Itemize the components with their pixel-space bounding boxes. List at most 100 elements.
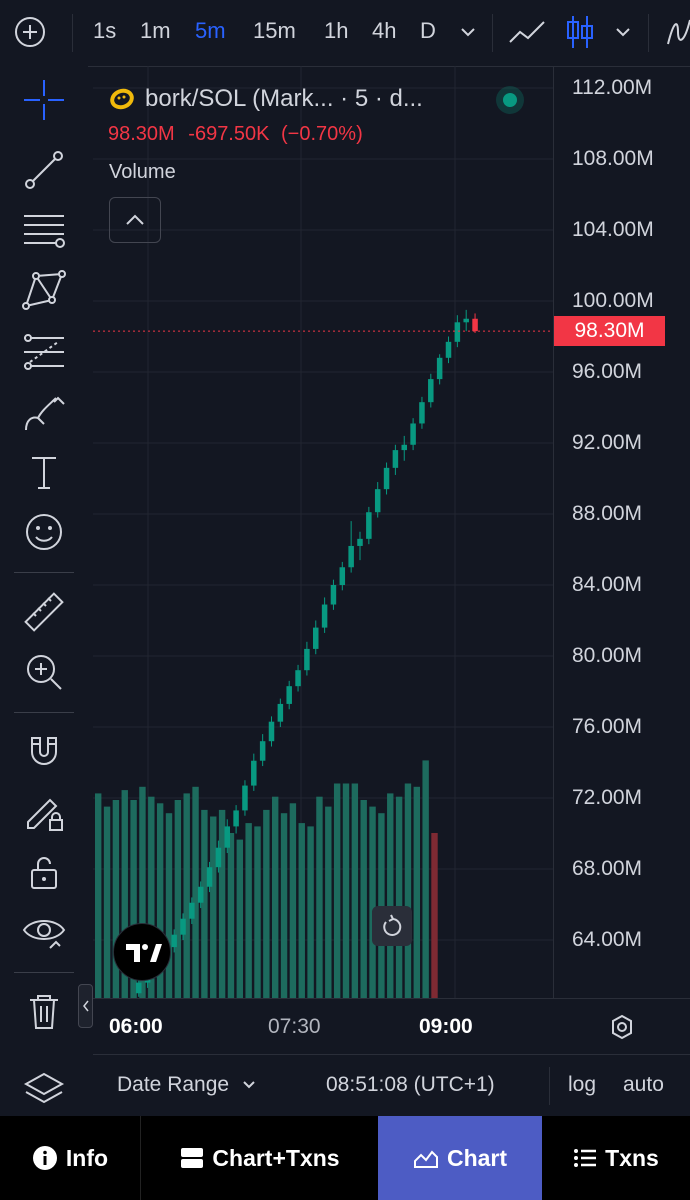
hide-drawings-icon[interactable] <box>20 908 68 956</box>
price-axis-label: 88.00M <box>572 502 643 525</box>
crosshair-icon[interactable] <box>20 76 68 124</box>
volume-bar <box>112 800 120 998</box>
indicators-icon[interactable] <box>664 16 690 48</box>
line-chart-icon[interactable] <box>508 16 548 48</box>
volume-bar <box>272 796 279 998</box>
info-icon <box>32 1146 57 1170</box>
nav-chart-button[interactable]: Chart <box>378 1116 542 1200</box>
timeframe-1h[interactable]: 1h <box>324 18 349 43</box>
candle <box>189 897 195 925</box>
fib-retracement-icon[interactable] <box>20 206 68 254</box>
candle-body <box>392 450 399 468</box>
chart-type-chevron-icon[interactable] <box>613 24 633 40</box>
tradingview-logo-icon[interactable] <box>113 923 171 981</box>
price-chart[interactable] <box>93 66 553 998</box>
candle-body <box>454 322 461 342</box>
time-axis[interactable]: 06:00 07:30 09:00 <box>93 998 690 1055</box>
candle <box>286 680 292 710</box>
candle-body <box>242 785 248 811</box>
candle <box>366 506 372 545</box>
volume-bar <box>280 813 288 998</box>
volume-bar <box>289 803 297 998</box>
candle <box>295 664 301 692</box>
nav-chart-txns-button[interactable]: Chart+Txns <box>140 1116 379 1200</box>
layers-icon[interactable] <box>20 1066 68 1114</box>
split-view-icon <box>181 1148 204 1168</box>
volume-bar <box>130 800 137 998</box>
candle <box>277 698 284 727</box>
trend-line-icon[interactable] <box>20 146 68 194</box>
nav-info-button[interactable]: Info <box>0 1116 140 1200</box>
chart-settings-icon[interactable] <box>608 1013 636 1041</box>
ruler-icon[interactable] <box>20 588 68 636</box>
candle <box>410 418 416 451</box>
volume-series <box>95 760 438 998</box>
collapse-legend-button[interactable] <box>109 197 161 243</box>
candle-body <box>366 512 372 539</box>
time-label-0600: 06:00 <box>109 1015 163 1038</box>
date-range-button[interactable]: Date Range <box>117 1073 257 1097</box>
volume-bar <box>139 786 146 998</box>
text-tool-icon[interactable] <box>20 448 68 496</box>
auto-scale-toggle[interactable]: auto <box>623 1073 664 1096</box>
price-axis-label: 112.00M <box>572 76 653 99</box>
brush-icon[interactable] <box>20 388 68 436</box>
timeframe-4h[interactable]: 4h <box>372 18 397 43</box>
candle-body <box>233 810 239 827</box>
time-label-0900: 09:00 <box>419 1015 473 1038</box>
price-axis[interactable]: 112.00M 108.00M 104.00M 100.00M 96.00M 92.00M… <box>553 66 690 998</box>
timeframe-D[interactable]: D <box>420 18 436 43</box>
timeframe-dropdown-chevron-icon[interactable] <box>458 24 478 40</box>
unlock-icon[interactable] <box>20 848 68 896</box>
range-bar: Date Range 08:51:08 (UTC+1) log auto <box>93 1054 690 1117</box>
nav-txns-button[interactable]: Txns <box>542 1116 690 1200</box>
toggle-toolbar-button[interactable] <box>78 984 93 1028</box>
lock-drawings-icon[interactable] <box>20 788 68 836</box>
reset-chart-button[interactable] <box>372 906 412 946</box>
candle-body <box>251 760 257 786</box>
volume-label: Volume <box>109 161 176 183</box>
nav-chart-label: Chart <box>446 1144 508 1171</box>
add-symbol-icon[interactable] <box>14 16 46 48</box>
candle-body <box>348 545 354 568</box>
forecast-tool-icon[interactable] <box>20 328 68 376</box>
toolbar-divider <box>492 14 493 52</box>
candle <box>268 716 275 747</box>
candle <box>454 315 461 348</box>
candle <box>374 482 381 518</box>
clock-readout[interactable]: 08:51:08 (UTC+1) <box>326 1073 495 1096</box>
timeframe-15m[interactable]: 15m <box>253 18 296 43</box>
price-change-pct: (−0.70%) <box>281 123 363 145</box>
trash-icon[interactable] <box>20 988 68 1036</box>
timeframe-1s[interactable]: 1s <box>93 18 117 43</box>
zoom-in-icon[interactable] <box>20 648 68 696</box>
candle-body <box>286 686 292 704</box>
range-divider <box>549 1067 550 1105</box>
pattern-tool-icon[interactable] <box>20 266 68 314</box>
candle-body <box>304 648 310 671</box>
volume-bar <box>156 803 164 998</box>
candle-body <box>197 886 204 903</box>
tool-divider <box>14 712 74 713</box>
symbol-title[interactable]: bork/SOL (Mark... · 5 · d... <box>145 85 423 112</box>
candle-body <box>428 379 434 403</box>
log-scale-toggle[interactable]: log <box>568 1073 597 1096</box>
candle <box>224 819 230 854</box>
volume-bar <box>148 796 155 998</box>
candles-chart-icon[interactable] <box>565 14 595 50</box>
volume-bar <box>227 833 235 998</box>
timeframe-5m[interactable]: 5m <box>195 18 226 43</box>
candle <box>313 620 319 655</box>
volume-bar <box>245 823 252 998</box>
top-toolbar: 1s 1m 5m 15m 1h 4h D <box>0 0 690 67</box>
candle-body <box>259 741 266 761</box>
candle <box>419 396 425 429</box>
candle <box>357 531 363 561</box>
volume-bar <box>325 806 332 998</box>
timeframe-1m[interactable]: 1m <box>140 18 171 43</box>
emoji-icon[interactable] <box>20 508 68 556</box>
candle-body <box>295 670 301 687</box>
candle-body <box>330 585 337 605</box>
volume-bar <box>165 813 173 998</box>
magnet-icon[interactable] <box>20 728 68 776</box>
